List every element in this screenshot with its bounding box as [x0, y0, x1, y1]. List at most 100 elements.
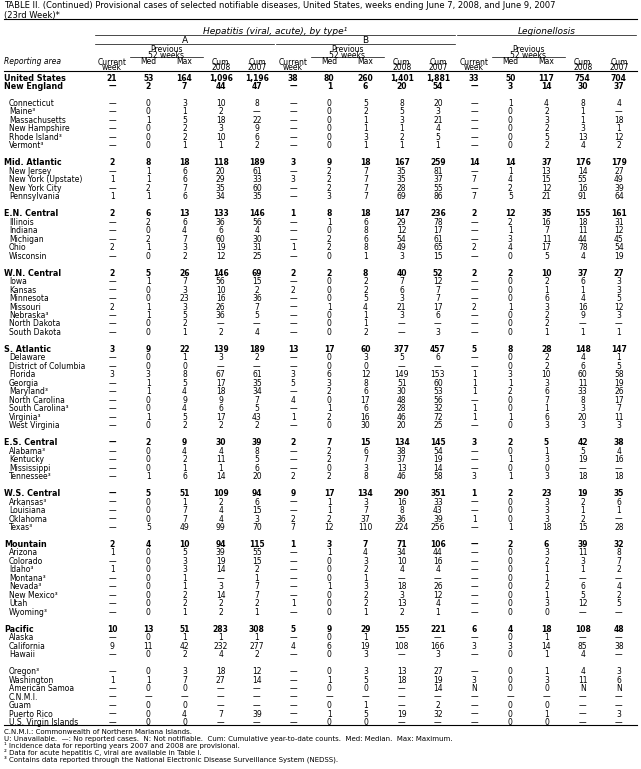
- Text: 2: 2: [327, 388, 331, 396]
- Text: 0: 0: [327, 608, 332, 617]
- Text: 4: 4: [580, 651, 585, 659]
- Text: 457: 457: [430, 345, 445, 354]
- Text: Louisiana: Louisiana: [9, 506, 46, 515]
- Text: 1: 1: [363, 633, 368, 642]
- Text: 16: 16: [542, 218, 551, 227]
- Text: 8: 8: [580, 396, 585, 404]
- Text: 2: 2: [544, 354, 549, 362]
- Text: 47: 47: [251, 82, 262, 91]
- Text: —: —: [108, 404, 116, 413]
- Text: ¹ Incidence data for reporting years 2007 and 2008 are provisional.: ¹ Incidence data for reporting years 200…: [4, 742, 240, 749]
- Text: 0: 0: [544, 608, 549, 617]
- Text: 20: 20: [252, 472, 262, 481]
- Text: —: —: [470, 599, 478, 608]
- Text: 0: 0: [544, 701, 549, 710]
- Text: —: —: [181, 693, 188, 701]
- Text: 14: 14: [542, 642, 551, 651]
- Text: New England: New England: [4, 82, 63, 91]
- Text: 20: 20: [397, 421, 406, 430]
- Text: 7: 7: [363, 175, 368, 185]
- Text: 56: 56: [252, 218, 262, 227]
- Text: 145: 145: [430, 438, 445, 448]
- Text: —: —: [470, 591, 478, 600]
- Text: 1: 1: [472, 388, 476, 396]
- Text: 4: 4: [219, 447, 223, 456]
- Text: —: —: [289, 684, 297, 693]
- Text: Max: Max: [176, 56, 192, 65]
- Text: 21: 21: [397, 302, 406, 311]
- Text: 37: 37: [578, 268, 588, 278]
- Text: —: —: [289, 633, 297, 642]
- Text: 2: 2: [182, 133, 187, 142]
- Text: —: —: [144, 693, 152, 701]
- Text: 36: 36: [397, 514, 406, 524]
- Text: 0: 0: [146, 557, 151, 566]
- Text: 189: 189: [249, 158, 265, 168]
- Text: —: —: [470, 447, 478, 456]
- Text: Iowa: Iowa: [9, 277, 27, 286]
- Text: 7: 7: [617, 404, 621, 413]
- Text: 2: 2: [146, 82, 151, 91]
- Text: 0: 0: [182, 362, 187, 371]
- Text: 7: 7: [182, 184, 187, 193]
- Text: 1: 1: [363, 141, 368, 151]
- Text: 3: 3: [182, 243, 187, 252]
- Text: 1: 1: [219, 633, 223, 642]
- Text: 31: 31: [252, 243, 262, 252]
- Text: 0: 0: [146, 548, 151, 558]
- Text: —: —: [289, 311, 297, 320]
- Text: —: —: [579, 574, 587, 583]
- Text: —: —: [615, 464, 622, 473]
- Text: 11: 11: [614, 413, 624, 421]
- Text: —: —: [289, 226, 297, 235]
- Text: 1: 1: [182, 328, 187, 337]
- Text: —: —: [108, 718, 116, 727]
- Text: 15: 15: [360, 438, 370, 448]
- Text: 49: 49: [179, 523, 189, 532]
- Text: 2: 2: [254, 285, 259, 295]
- Text: 22: 22: [179, 345, 190, 354]
- Text: 2: 2: [254, 421, 259, 430]
- Text: —: —: [289, 362, 297, 371]
- Text: 5: 5: [508, 192, 513, 201]
- Text: Arkansas³: Arkansas³: [9, 498, 47, 507]
- Text: 6: 6: [363, 235, 368, 244]
- Text: 3: 3: [544, 506, 549, 515]
- Text: 2: 2: [254, 599, 259, 608]
- Text: 3: 3: [254, 514, 260, 524]
- Text: 0: 0: [327, 285, 332, 295]
- Text: 2: 2: [219, 328, 223, 337]
- Text: 7: 7: [182, 514, 187, 524]
- Text: 2: 2: [544, 311, 549, 320]
- Text: N: N: [471, 684, 477, 693]
- Text: 6: 6: [363, 388, 368, 396]
- Text: Tennessee³: Tennessee³: [9, 472, 52, 481]
- Text: 3: 3: [544, 116, 549, 125]
- Text: 0: 0: [182, 718, 187, 727]
- Text: 58: 58: [433, 472, 443, 481]
- Text: 4: 4: [617, 99, 621, 108]
- Text: Nebraska³: Nebraska³: [9, 311, 49, 320]
- Text: 0: 0: [327, 557, 332, 566]
- Text: —: —: [108, 710, 116, 718]
- Text: 1: 1: [182, 354, 187, 362]
- Text: 3: 3: [544, 676, 549, 684]
- Text: —: —: [289, 235, 297, 244]
- Text: 30: 30: [361, 421, 370, 430]
- Text: 0: 0: [363, 684, 368, 693]
- Text: 4: 4: [508, 175, 513, 185]
- Text: 3: 3: [544, 379, 549, 388]
- Text: 18: 18: [542, 523, 551, 532]
- Text: 10: 10: [179, 540, 190, 549]
- Text: 35: 35: [397, 175, 406, 185]
- Text: 30: 30: [252, 235, 262, 244]
- Text: Virginia³: Virginia³: [9, 413, 42, 421]
- Text: 4: 4: [182, 226, 187, 235]
- Text: 12: 12: [614, 133, 624, 142]
- Text: —: —: [470, 167, 478, 176]
- Text: 38: 38: [288, 74, 299, 82]
- Text: 2: 2: [363, 285, 368, 295]
- Text: 61: 61: [252, 167, 262, 176]
- Text: 4: 4: [580, 141, 585, 151]
- Text: 0: 0: [146, 498, 151, 507]
